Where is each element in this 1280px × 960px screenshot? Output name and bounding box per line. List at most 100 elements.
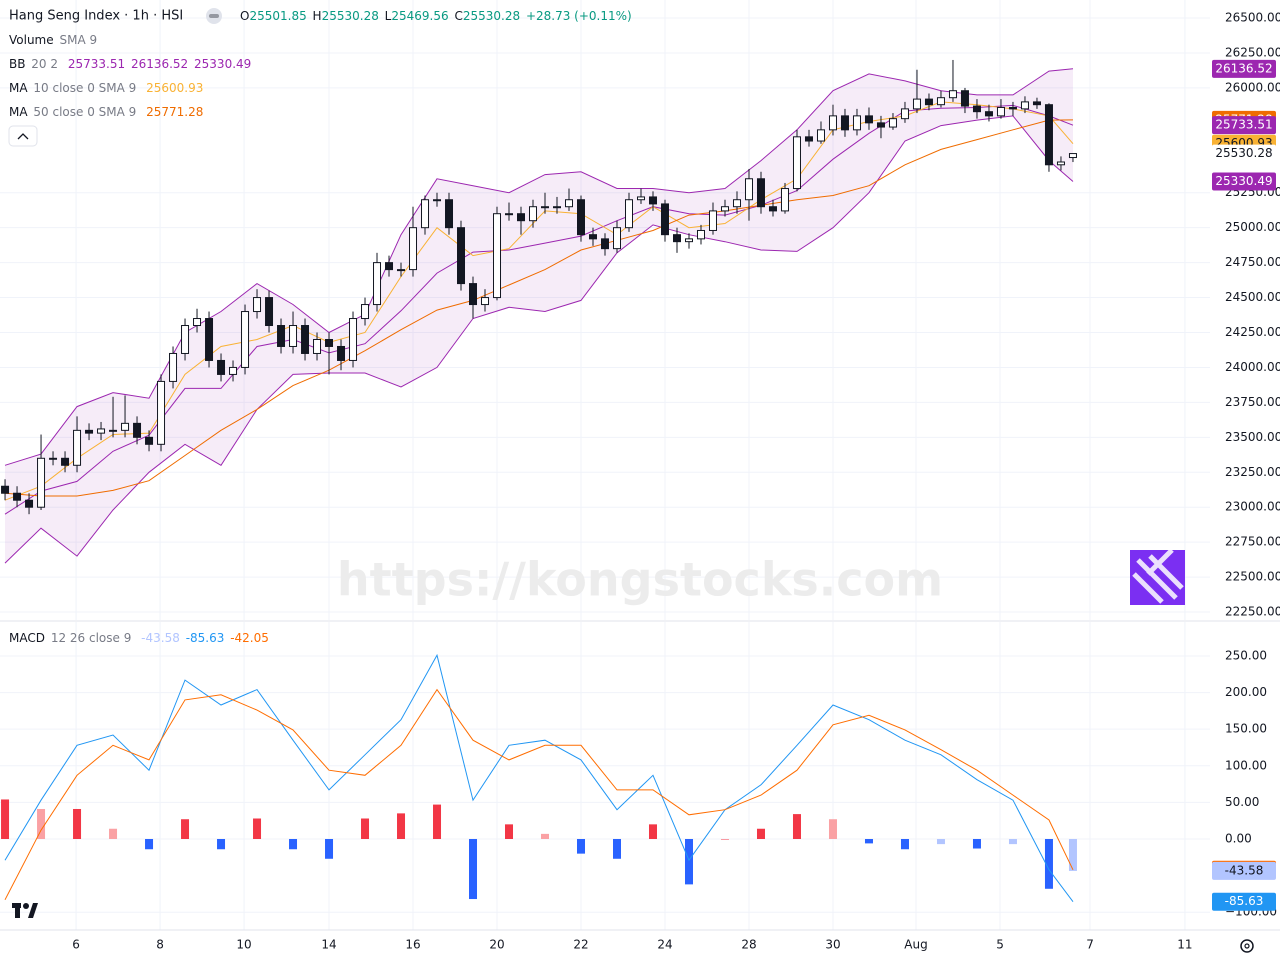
candle-body: [1056, 161, 1065, 166]
ma50-legend: MA 50 close 0 SMA 9 25771.28: [9, 105, 203, 119]
candle-body: [133, 422, 142, 438]
candle-body: [684, 238, 693, 243]
candle-body: [229, 366, 238, 375]
y-tick-label: 23000.00: [1225, 500, 1280, 514]
watermark-logo-mark: [1132, 548, 1184, 604]
y-tick-label: 50.00: [1225, 795, 1259, 809]
price-tag-label: 26136.52: [1215, 61, 1272, 75]
candle-body: [181, 325, 190, 354]
candle-body: [1008, 106, 1017, 110]
candle-body: [577, 199, 586, 236]
price-tag: [1212, 116, 1276, 135]
ma10-legend: MA 10 close 0 SMA 9 25600.93: [9, 81, 203, 95]
ohlc-label: L: [385, 9, 392, 23]
candle-body: [900, 108, 909, 120]
x-tick-label: 5: [996, 938, 1004, 952]
indicator-params: 12 26 close 9: [51, 631, 132, 645]
candle-body: [553, 206, 562, 209]
histogram-bar: [397, 813, 406, 839]
candle-body: [565, 199, 574, 208]
histogram-bar: [433, 804, 442, 839]
indicator-name: MA: [9, 105, 28, 119]
candle-body: [385, 262, 394, 271]
settings-button[interactable]: [1240, 939, 1254, 953]
candle-body: [960, 90, 969, 107]
y-tick-label: 24500.00: [1225, 290, 1280, 304]
price-tag-label: 25530.28: [1215, 146, 1272, 160]
candle-body: [145, 436, 154, 445]
settings-gear[interactable]: [1240, 939, 1254, 953]
histogram-bar: [505, 824, 514, 839]
candle-body: [732, 199, 741, 208]
histogram-bar: [37, 808, 46, 839]
x-tick-label: 20: [489, 938, 504, 952]
watermark: https://kongstocks.com: [337, 553, 943, 607]
indicator-name: BB: [9, 57, 25, 71]
candle-body: [912, 98, 921, 110]
candle-body: [624, 199, 633, 229]
histogram-bar: [900, 838, 909, 850]
candle-body: [601, 238, 609, 250]
histogram-bar: [361, 818, 370, 839]
candle-body: [756, 178, 765, 208]
plot: [1, 59, 1077, 902]
candle-body: [409, 227, 418, 271]
y-tick-label: 100.00: [1225, 758, 1267, 772]
logo-part: [23, 903, 29, 909]
collapse-legend-button[interactable]: [8, 125, 38, 147]
bb-band-fill: [5, 68, 1073, 564]
y-tick-label: 23750.00: [1225, 395, 1280, 409]
x-tick-label: 7: [1086, 938, 1094, 952]
candle-body: [85, 429, 94, 434]
histogram-bar: [469, 838, 478, 900]
candle-body: [852, 115, 861, 131]
y-tick-label: 0.00: [1225, 831, 1252, 845]
y-tick-label: 23250.00: [1225, 465, 1280, 479]
candle-body: [1, 485, 10, 494]
y-tick-label: 26000.00: [1225, 80, 1280, 94]
candle-body: [253, 297, 262, 313]
price-tag: [1212, 861, 1276, 880]
histogram-bar: [325, 838, 334, 859]
histogram-bar: [864, 838, 873, 844]
candle-body: [589, 234, 598, 240]
indicator-name: MA: [9, 81, 28, 95]
ohlc-label: C: [454, 9, 462, 23]
ma50-value: 25771.28: [146, 105, 203, 119]
ma10-value: 25600.93: [146, 81, 203, 95]
candle-body: [361, 304, 370, 320]
y-tick-label: 22750.00: [1225, 535, 1280, 549]
candle-body: [541, 206, 550, 209]
candle-body: [1044, 104, 1053, 166]
y-tick-label: 250.00: [1225, 648, 1267, 662]
candle-body: [457, 227, 466, 285]
volume-legend: Volume SMA 9: [9, 33, 97, 47]
x-tick-label: 14: [321, 938, 336, 952]
histogram-bar: [181, 819, 190, 839]
macd-legend: MACD 12 26 close 9 -43.58 -85.63 -42.05: [9, 631, 269, 645]
candle-body: [109, 429, 118, 432]
candle-body: [612, 227, 621, 250]
y-tick-label: 25000.00: [1225, 220, 1280, 234]
candle-body: [708, 210, 717, 231]
histogram-bar: [217, 838, 226, 850]
bb-lower-line: [4, 115, 1074, 564]
legend: Hang Seng Index · 1h · HSI O25501.85 H25…: [8, 8, 632, 645]
histogram-bar: [1008, 838, 1017, 845]
histogram-bar: [1044, 838, 1053, 889]
x-tick-label: 28: [741, 938, 756, 952]
candle-body: [205, 318, 214, 361]
change-value: +28.73 (+0.11%): [526, 9, 632, 23]
y-tick-label: 24750.00: [1225, 255, 1280, 269]
signal-value: -42.05: [230, 631, 269, 645]
histogram-bar: [972, 838, 981, 849]
indicator-params: SMA 9: [59, 33, 97, 47]
candle-body: [469, 283, 478, 306]
y-tick-label: 23500.00: [1225, 430, 1280, 444]
indicator-params: 20 2: [31, 57, 58, 71]
candle-body: [780, 188, 789, 212]
x-tick-label: 24: [657, 938, 672, 952]
price-tag: [1212, 59, 1276, 78]
candle-body: [529, 206, 538, 222]
candle-body: [505, 213, 514, 216]
